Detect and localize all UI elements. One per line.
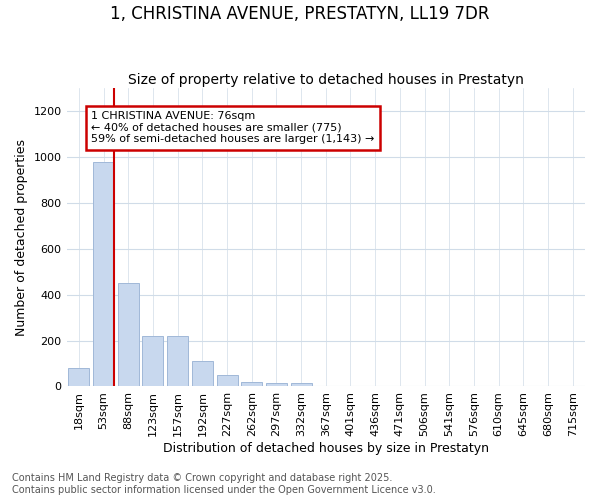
Bar	[290, 383, 311, 386]
Bar	[93, 162, 114, 386]
Title: Size of property relative to detached houses in Prestatyn: Size of property relative to detached ho…	[128, 73, 524, 87]
Text: 1 CHRISTINA AVENUE: 76sqm
← 40% of detached houses are smaller (775)
59% of semi: 1 CHRISTINA AVENUE: 76sqm ← 40% of detac…	[91, 111, 374, 144]
Bar	[68, 368, 89, 386]
Bar	[266, 383, 287, 386]
Bar	[217, 375, 238, 386]
Bar	[142, 336, 163, 386]
Bar	[167, 336, 188, 386]
Bar	[192, 361, 213, 386]
Bar	[241, 382, 262, 386]
Y-axis label: Number of detached properties: Number of detached properties	[15, 139, 28, 336]
Bar	[118, 283, 139, 387]
Text: 1, CHRISTINA AVENUE, PRESTATYN, LL19 7DR: 1, CHRISTINA AVENUE, PRESTATYN, LL19 7DR	[110, 5, 490, 23]
Text: Contains HM Land Registry data © Crown copyright and database right 2025.
Contai: Contains HM Land Registry data © Crown c…	[12, 474, 436, 495]
X-axis label: Distribution of detached houses by size in Prestatyn: Distribution of detached houses by size …	[163, 442, 489, 455]
